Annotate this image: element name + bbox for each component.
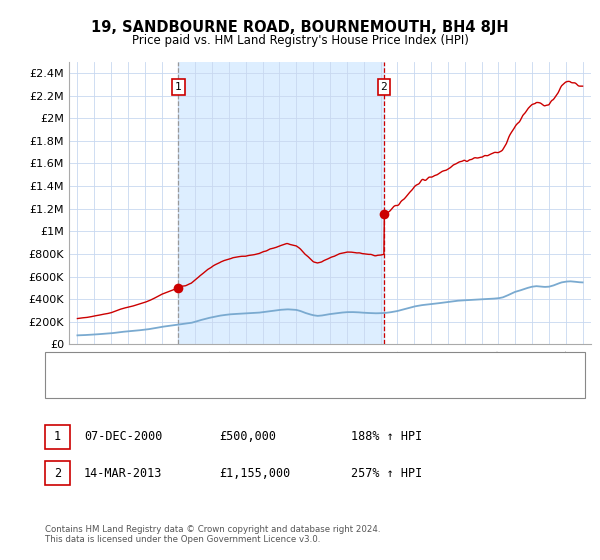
Text: 19, SANDBOURNE ROAD, BOURNEMOUTH, BH4 8JH (detached house): 19, SANDBOURNE ROAD, BOURNEMOUTH, BH4 8J… [88,360,449,370]
Text: 07-DEC-2000: 07-DEC-2000 [84,430,163,444]
Text: 19, SANDBOURNE ROAD, BOURNEMOUTH, BH4 8JH: 19, SANDBOURNE ROAD, BOURNEMOUTH, BH4 8J… [91,20,509,35]
Text: Contains HM Land Registry data © Crown copyright and database right 2024.
This d: Contains HM Land Registry data © Crown c… [45,525,380,544]
Text: 1: 1 [175,82,182,92]
Bar [178,62,384,344]
Text: £500,000: £500,000 [219,430,276,444]
Text: 1: 1 [54,430,61,444]
Text: 257% ↑ HPI: 257% ↑ HPI [351,466,422,480]
Text: 188% ↑ HPI: 188% ↑ HPI [351,430,422,444]
Text: HPI: Average price, detached house, Bournemouth Christchurch and Poole: HPI: Average price, detached house, Bour… [88,381,476,391]
Text: 2: 2 [380,82,387,92]
Text: 2: 2 [54,466,61,480]
Text: 14-MAR-2013: 14-MAR-2013 [84,466,163,480]
Text: £1,155,000: £1,155,000 [219,466,290,480]
Text: Price paid vs. HM Land Registry's House Price Index (HPI): Price paid vs. HM Land Registry's House … [131,34,469,46]
